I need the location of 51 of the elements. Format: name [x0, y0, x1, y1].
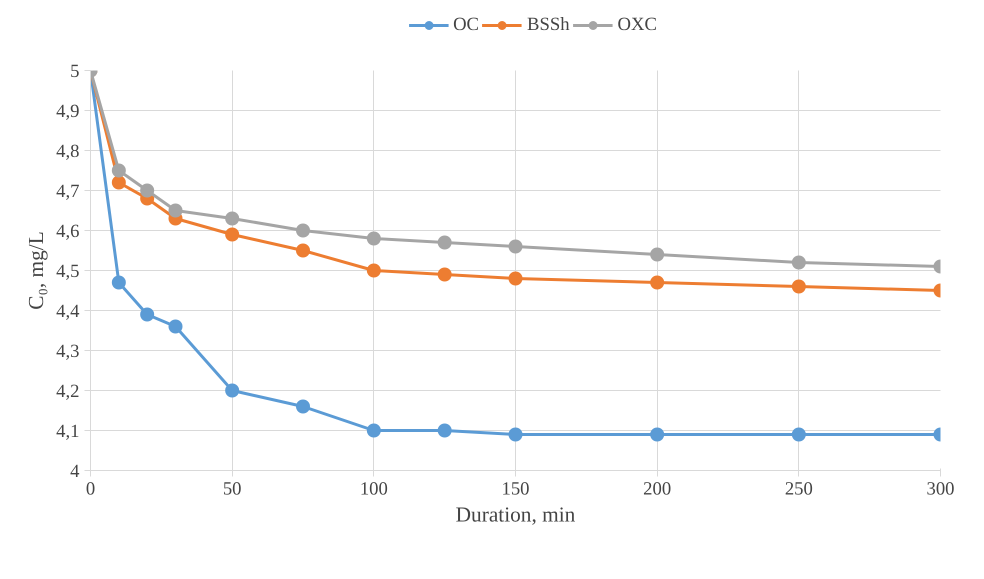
point [508, 240, 522, 254]
point [508, 272, 522, 286]
point [438, 268, 452, 282]
point [168, 204, 182, 218]
x-tick-label: 200 [643, 478, 672, 500]
y-axis-title: C₀, mg/L [24, 231, 48, 310]
point [140, 184, 154, 198]
point [225, 212, 240, 226]
y-tick-label: 4 [70, 461, 80, 482]
y-tick-label: 4,9 [56, 101, 80, 122]
point [650, 428, 664, 442]
point [225, 228, 240, 242]
y-tick-label: 4,6 [56, 221, 80, 242]
point [296, 244, 310, 258]
point [366, 264, 381, 278]
point [112, 276, 126, 290]
point [650, 276, 664, 290]
y-tick-label: 4,3 [56, 341, 80, 362]
point [296, 400, 310, 414]
point [168, 320, 182, 334]
legend-label: BSSh [527, 14, 570, 36]
legend-label: OC [453, 14, 479, 36]
point [438, 236, 452, 250]
point [112, 164, 126, 178]
x-axis-title: Duration, min [456, 502, 576, 526]
point [438, 424, 452, 438]
x-tick-label: 0 [86, 478, 96, 500]
x-tick-label: 150 [502, 478, 530, 500]
y-tick-label: 4,8 [56, 141, 80, 162]
x-tick-label: 300 [926, 478, 954, 500]
y-tick-label: 4,5 [56, 261, 80, 282]
point [508, 428, 522, 442]
point [366, 232, 381, 246]
x-tick-label: 100 [360, 478, 388, 500]
point [140, 308, 154, 322]
point [296, 224, 310, 238]
point [792, 428, 806, 442]
x-tick-label: 250 [784, 478, 813, 500]
point [792, 256, 806, 270]
y-tick-label: 4,2 [56, 381, 80, 402]
y-tick-label: 5 [70, 61, 80, 82]
point [112, 176, 126, 190]
x-tick-label: 50 [222, 478, 242, 500]
point [225, 384, 240, 398]
point [792, 280, 806, 294]
point [366, 424, 381, 438]
legend-label: OXC [618, 14, 657, 36]
point [650, 248, 664, 262]
y-tick-label: 4,4 [56, 301, 80, 322]
y-tick-label: 4,1 [56, 421, 80, 442]
y-tick-label: 4,7 [56, 181, 80, 202]
